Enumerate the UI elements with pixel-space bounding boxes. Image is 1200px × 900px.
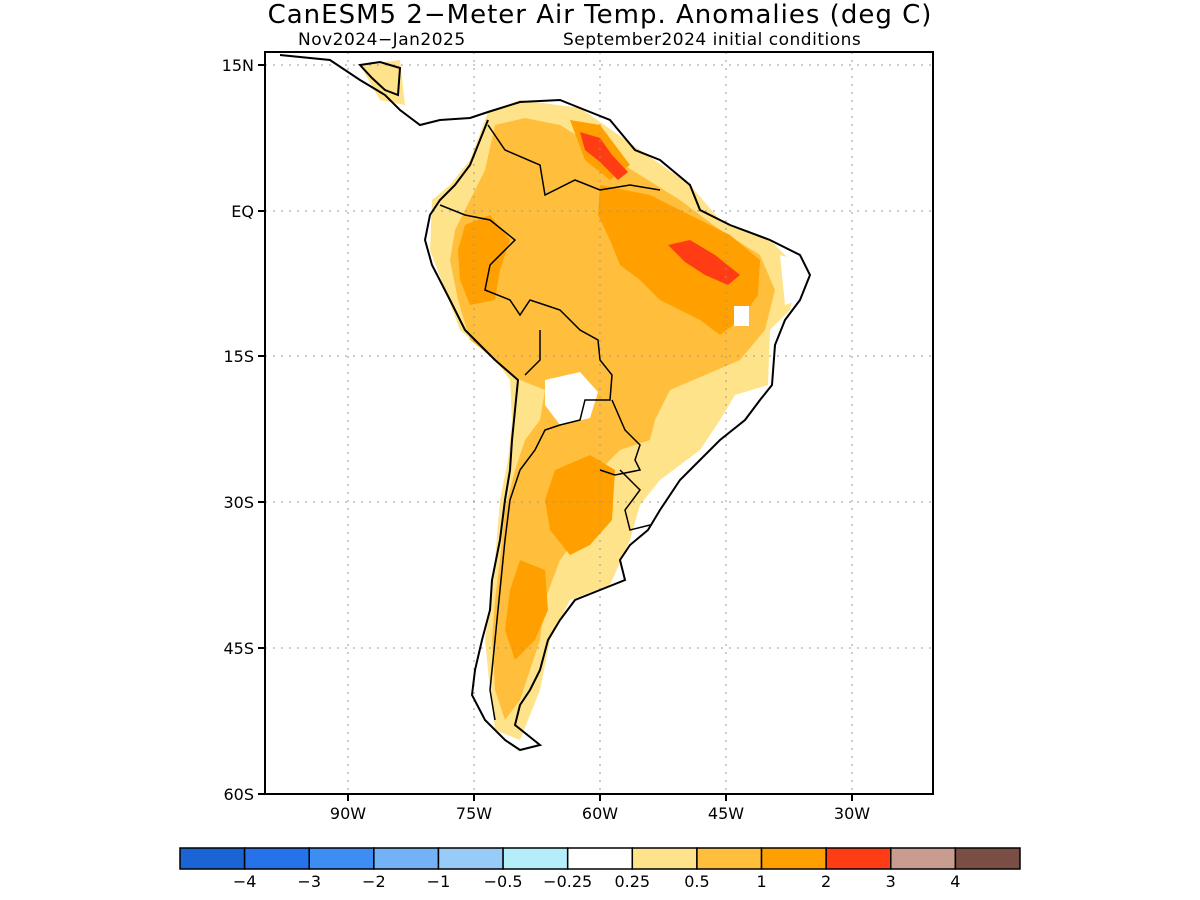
lat-label: 15N (222, 56, 254, 75)
colorbar-swatch (179, 847, 246, 870)
colorbar-label: −1 (427, 872, 451, 891)
colorbar-label: −0.25 (543, 872, 592, 891)
colorbar-label: 3 (886, 872, 896, 891)
initial-conditions: September2024 initial conditions (563, 30, 862, 50)
lon-label: 45W (708, 804, 744, 823)
latitude-labels: 15N EQ 15S 30S 45S 60S (222, 56, 254, 804)
colorbar-swatch (954, 847, 1021, 870)
lat-label: 15S (223, 347, 254, 366)
longitude-labels: 90W 75W 60W 45W 30W (330, 804, 870, 823)
colorbar-label: 4 (950, 872, 960, 891)
colorbar-swatch (243, 847, 310, 870)
colorbar-swatch (502, 847, 569, 870)
colorbar-label: −2 (362, 872, 386, 891)
lon-label: 60W (582, 804, 618, 823)
lat-label: 30S (223, 493, 254, 512)
anomaly-shading (360, 60, 805, 740)
coastlines (279, 54, 812, 752)
colorbar-label: 0.5 (684, 872, 709, 891)
colorbar-swatch (373, 847, 440, 870)
lat-label: 60S (223, 785, 254, 804)
lon-label: 75W (456, 804, 492, 823)
colorbar-swatch (696, 847, 763, 870)
colorbar-swatch (437, 847, 504, 870)
lat-label: 45S (223, 639, 254, 658)
colorbar: −4 −3 −2 −1 −0.5 −0.25 0.25 0.5 1 2 3 4 (179, 847, 1021, 891)
colorbar-swatch (825, 847, 892, 870)
lon-label: 30W (834, 804, 870, 823)
anomaly-region-extreme (580, 132, 740, 285)
country-borders (439, 124, 661, 721)
colorbar-label: 0.25 (614, 872, 650, 891)
lon-label: 90W (330, 804, 366, 823)
forecast-period: Nov2024−Jan2025 (298, 30, 466, 50)
colorbar-label: −0.5 (484, 872, 523, 891)
colorbar-swatch (631, 847, 698, 870)
colorbar-swatch (890, 847, 957, 870)
map-title: CanESM5 2−Meter Air Temp. Anomalies (deg… (267, 0, 933, 30)
colorbar-label: 1 (756, 872, 766, 891)
colorbar-label: 2 (821, 872, 831, 891)
colorbar-swatch (308, 847, 375, 870)
colorbar-swatch (566, 847, 634, 870)
colorbar-label: −4 (233, 872, 257, 891)
colorbar-label: −3 (297, 872, 321, 891)
lat-label: EQ (231, 202, 254, 221)
colorbar-swatch (760, 847, 827, 870)
